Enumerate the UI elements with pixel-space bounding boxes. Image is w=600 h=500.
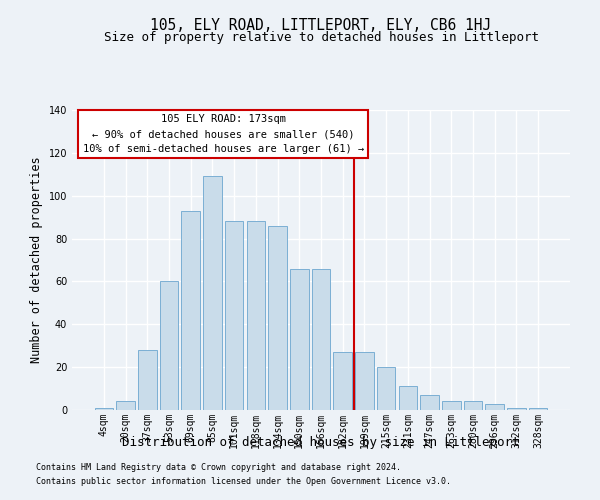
Text: Distribution of detached houses by size in Littleport: Distribution of detached houses by size … — [122, 436, 520, 449]
Bar — [507, 408, 526, 410]
Bar — [268, 226, 287, 410]
Bar — [247, 222, 265, 410]
Bar — [464, 402, 482, 410]
Bar — [485, 404, 504, 410]
Bar — [377, 367, 395, 410]
Text: Size of property relative to detached houses in Littleport: Size of property relative to detached ho… — [104, 31, 539, 44]
Bar — [442, 402, 461, 410]
Bar — [116, 402, 135, 410]
Bar — [398, 386, 417, 410]
Bar — [95, 408, 113, 410]
Bar — [160, 282, 178, 410]
Bar — [334, 352, 352, 410]
Bar — [290, 268, 308, 410]
Bar — [225, 222, 244, 410]
Bar — [138, 350, 157, 410]
Bar — [355, 352, 374, 410]
Bar — [312, 268, 330, 410]
Text: Contains public sector information licensed under the Open Government Licence v3: Contains public sector information licen… — [36, 477, 451, 486]
Text: 105, ELY ROAD, LITTLEPORT, ELY, CB6 1HJ: 105, ELY ROAD, LITTLEPORT, ELY, CB6 1HJ — [151, 18, 491, 32]
Bar — [421, 395, 439, 410]
Text: 105 ELY ROAD: 173sqm
← 90% of detached houses are smaller (540)
10% of semi-deta: 105 ELY ROAD: 173sqm ← 90% of detached h… — [83, 114, 364, 154]
Bar — [181, 210, 200, 410]
Text: Contains HM Land Registry data © Crown copyright and database right 2024.: Contains HM Land Registry data © Crown c… — [36, 464, 401, 472]
Bar — [203, 176, 221, 410]
Bar — [529, 408, 547, 410]
Y-axis label: Number of detached properties: Number of detached properties — [30, 156, 43, 364]
